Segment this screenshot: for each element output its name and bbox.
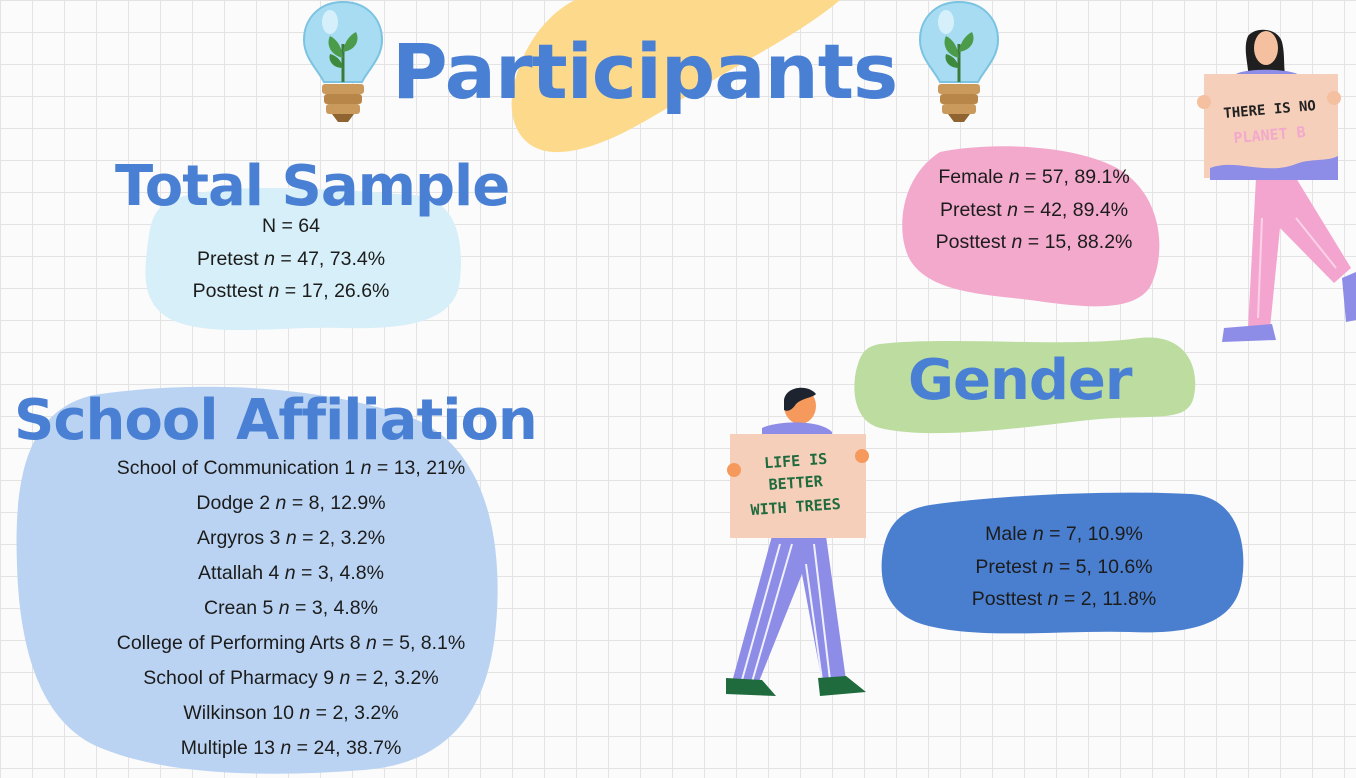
female-line: Female n = 57, 89.1% <box>938 166 1130 188</box>
page-title: Participants <box>392 27 898 116</box>
man-sign-line1: LIFE IS <box>763 450 827 472</box>
school-item: School of Pharmacy 9 n = 2, 3.2% <box>143 667 439 689</box>
male-blob <box>881 492 1244 634</box>
lightbulb-plant-icon <box>302 0 384 122</box>
school-item: Crean 5 n = 3, 4.8% <box>203 597 378 619</box>
total-sample-line: Pretest n = 47, 73.4% <box>196 247 386 270</box>
school-item: Multiple 13 n = 24, 38.7% <box>180 737 402 759</box>
school-affiliation-heading: School Affiliation <box>14 388 538 453</box>
yellow-blob <box>511 0 840 153</box>
gender-heading: Gender <box>908 348 1132 413</box>
school-affiliation-blob <box>16 386 498 774</box>
school-item: Argyros 3 n = 2, 3.2% <box>196 527 386 549</box>
man-sign-line2: BETTER <box>768 472 824 494</box>
total-sample-heading: Total Sample <box>115 154 510 219</box>
total-sample-blob <box>145 188 461 331</box>
male-line: Posttest n = 2, 11.8% <box>971 588 1157 610</box>
male-line: Pretest n = 5, 10.6% <box>975 555 1153 578</box>
gender-heading-blob <box>854 337 1196 434</box>
female-line: Posttest n = 15, 88.2% <box>935 231 1133 253</box>
man-with-sign-illustration: LIFE IS BETTER WITH TREES <box>726 387 869 696</box>
male-line: Male n = 7, 10.9% <box>985 523 1143 545</box>
school-item: College of Performing Arts 8 n = 5, 8.1% <box>116 632 466 654</box>
woman-with-sign-illustration: THERE IS NO PLANET B <box>1197 29 1356 342</box>
total-sample-stats: N = 64 Pretest n = 47, 73.4% Posttest n … <box>150 210 432 308</box>
school-item: Wilkinson 10 n = 2, 3.2% <box>183 702 399 724</box>
school-item: Attallah 4 n = 3, 4.8% <box>198 562 384 584</box>
school-item: Dodge 2 n = 8, 12.9% <box>196 492 386 514</box>
female-blob <box>902 146 1160 307</box>
school-item: School of Communication 1 n = 13, 21% <box>116 457 466 479</box>
total-sample-line: N = 64 <box>262 215 320 237</box>
lightbulb-plant-icon <box>918 0 1000 122</box>
total-sample-line: Posttest n = 17, 26.6% <box>192 280 390 302</box>
female-stats: Female n = 57, 89.1% Pretest n = 42, 89.… <box>898 161 1170 259</box>
male-stats: Male n = 7, 10.9% Pretest n = 5, 10.6% P… <box>928 518 1200 616</box>
school-affiliation-list: School of Communication 1 n = 13, 21% Do… <box>40 451 542 766</box>
female-line: Pretest n = 42, 89.4% <box>939 198 1129 221</box>
